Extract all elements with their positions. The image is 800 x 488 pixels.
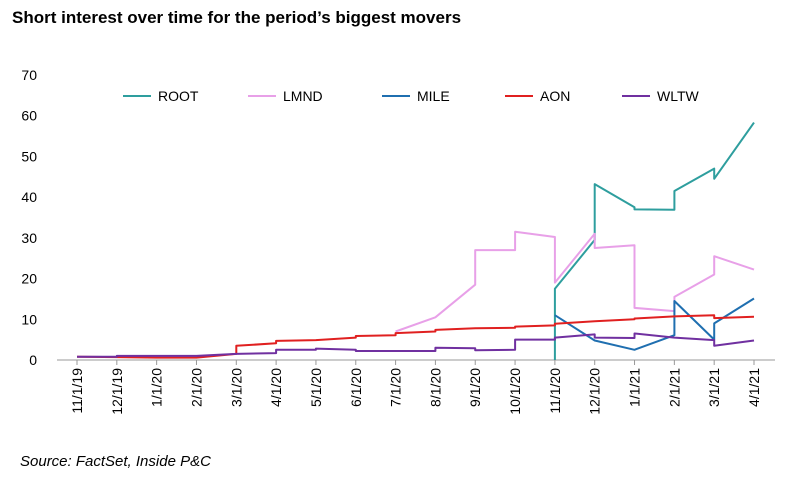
y-tick-label: 10 [21, 311, 37, 327]
y-tick-label: 20 [21, 271, 37, 287]
y-tick-label: 0 [29, 352, 37, 368]
x-tick-label: 4/1/21 [746, 368, 762, 407]
x-tick-label: 11/1/19 [69, 368, 85, 414]
x-tick-label: 2/1/20 [188, 368, 204, 407]
legend-label-root: ROOT [158, 88, 199, 104]
legend-label-mile: MILE [417, 88, 450, 104]
x-tick-label: 9/1/20 [467, 368, 483, 407]
y-tick-label: 60 [21, 108, 37, 124]
axes: 0 10 20 30 40 50 60 70 11/1/19 12/1/19 1/1/20 2/1/2… [21, 67, 775, 415]
x-tick-label: 11/1/20 [547, 368, 563, 414]
series-layer [76, 122, 755, 360]
series-line-mile [554, 297, 755, 351]
x-tick-label: 2/1/21 [666, 368, 682, 407]
x-tick-label: 4/1/20 [268, 368, 284, 407]
x-tick-label: 10/1/20 [507, 368, 523, 415]
series-line-root [553, 122, 755, 360]
chart-source: Source: FactSet, Inside P&C [20, 453, 211, 470]
y-tick-label: 40 [21, 189, 37, 205]
legend-label-lmnd: LMND [283, 88, 323, 104]
x-tick-label: 5/1/20 [308, 368, 324, 407]
legend-label-wltw: WLTW [657, 88, 700, 104]
x-tick-label: 3/1/20 [228, 368, 244, 407]
x-tick-label: 7/1/20 [388, 368, 404, 407]
series-line-wltw [77, 332, 755, 358]
legend-label-aon: AON [540, 88, 570, 104]
legend: ROOT LMND MILE AON WLTW [123, 88, 700, 104]
x-tick-label: 1/1/20 [149, 368, 165, 407]
x-tick-label: 3/1/21 [706, 368, 722, 407]
series-line-lmnd [395, 230, 755, 333]
series-line-aon [76, 314, 755, 359]
x-tick-label: 12/1/19 [109, 368, 125, 415]
x-tick-label: 1/1/21 [627, 368, 643, 407]
x-tick-label: 12/1/20 [587, 368, 603, 415]
y-tick-label: 70 [21, 67, 37, 83]
x-tick-label: 6/1/20 [348, 368, 364, 407]
chart-title: Short interest over time for the period’… [12, 8, 462, 27]
y-tick-label: 30 [21, 230, 37, 246]
y-tick-label: 50 [21, 148, 37, 164]
x-tick-label: 8/1/20 [427, 368, 443, 407]
